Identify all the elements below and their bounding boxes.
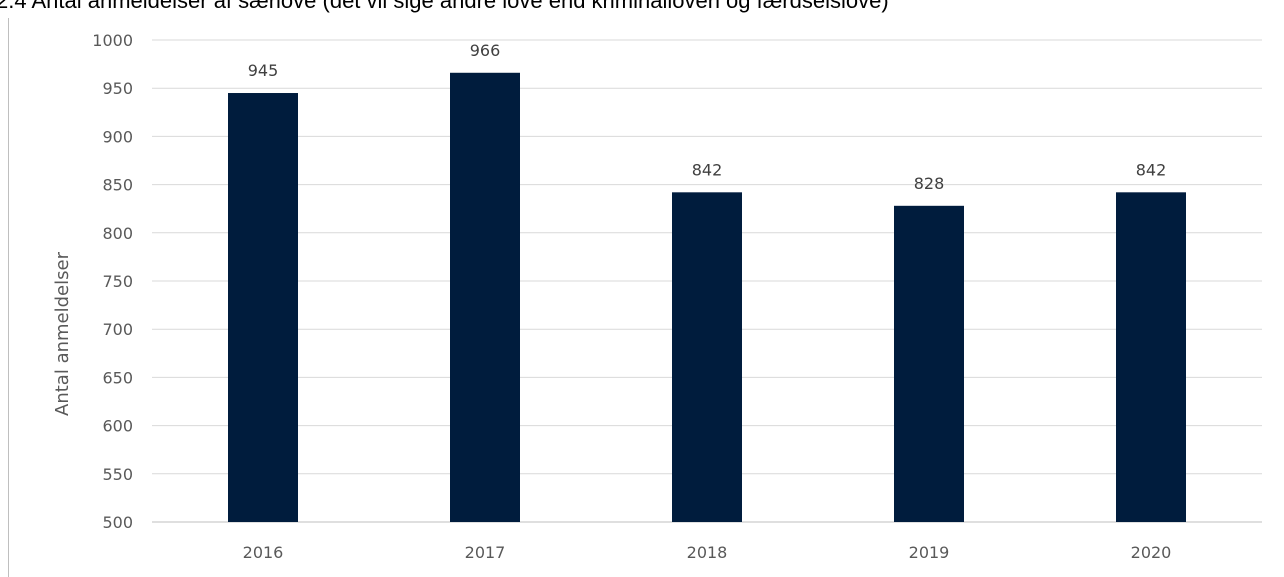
data-label-2017: 966 <box>470 41 501 60</box>
bar-2017 <box>450 72 520 522</box>
y-axis-title: Antal anmeldelser <box>52 251 73 416</box>
y-tick-label: 700 <box>102 320 133 339</box>
y-tick-label: 900 <box>102 127 133 146</box>
x-tick-label-2018: 2018 <box>687 543 728 562</box>
y-tick-label: 1000 <box>92 31 133 50</box>
x-axis-ticks: 2016 2017 2018 2019 2020 <box>243 543 1172 562</box>
data-label-2018: 842 <box>692 160 723 179</box>
chart-title: 2.4 Antal anmeldelser af særlove (det vi… <box>0 0 889 13</box>
x-tick-label-2017: 2017 <box>465 543 506 562</box>
chart-frame-border <box>8 18 9 577</box>
data-label-2019: 828 <box>914 174 945 193</box>
y-tick-label: 550 <box>102 465 133 484</box>
bar-2016 <box>228 93 298 523</box>
bars <box>228 72 1186 523</box>
y-tick-label: 950 <box>102 79 133 98</box>
x-tick-label-2020: 2020 <box>1131 543 1172 562</box>
bar-2019 <box>894 205 964 523</box>
data-label-2020: 842 <box>1136 160 1167 179</box>
data-label-2016: 945 <box>248 61 279 80</box>
y-tick-label: 600 <box>102 417 133 436</box>
x-tick-label-2016: 2016 <box>243 543 284 562</box>
y-axis-ticks: 500 550 600 650 700 750 800 850 900 950 1000 <box>92 31 133 532</box>
data-labels: 945 966 842 828 842 <box>248 41 1167 193</box>
y-tick-label: 800 <box>102 224 133 243</box>
y-tick-label: 750 <box>102 272 133 291</box>
x-tick-label-2019: 2019 <box>909 543 950 562</box>
y-tick-label: 650 <box>102 368 133 387</box>
bar-2020 <box>1116 192 1186 522</box>
y-tick-label: 850 <box>102 176 133 195</box>
y-tick-label: 500 <box>102 513 133 532</box>
bar-2018 <box>672 192 742 522</box>
